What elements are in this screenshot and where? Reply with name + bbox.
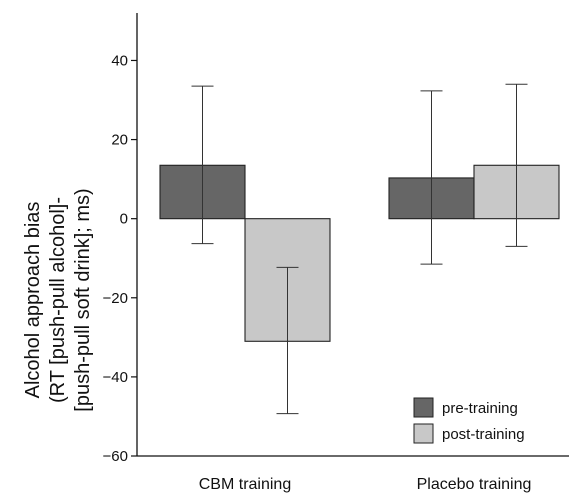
axes: −60 −40 −20 0 20 40 <box>103 13 569 465</box>
legend-swatch <box>413 397 434 418</box>
error-bar <box>276 266 299 415</box>
error-bars <box>191 83 528 415</box>
y-tick-label: 0 <box>120 211 128 228</box>
x-category-label: CBM training <box>199 476 291 493</box>
legend: pre-training post-training <box>413 397 525 444</box>
legend-swatch <box>413 423 434 444</box>
y-axis-title: Alcohol approach bias (RT [push-pull alc… <box>22 188 94 411</box>
y-tick-label: 20 <box>111 132 128 149</box>
y-tick-label: −60 <box>103 448 128 465</box>
y-axis-title-line-3: [push-pull soft drink]; ms) <box>72 188 94 411</box>
error-bar <box>191 85 214 245</box>
y-tick-label: 40 <box>111 52 128 69</box>
error-bar <box>505 83 528 247</box>
bars <box>159 164 560 342</box>
legend-label: pre-training <box>442 400 518 417</box>
legend-label: post-training <box>442 426 525 443</box>
x-category-label: Placebo training <box>417 476 532 493</box>
error-bar <box>420 90 443 265</box>
category-labels: CBM training Placebo training <box>199 476 532 493</box>
y-axis-title-line-1: Alcohol approach bias <box>22 202 44 399</box>
y-axis-title-line-2: (RT [push-pull alcohol]- <box>47 197 69 403</box>
y-tick-label: −40 <box>103 369 128 386</box>
y-tick-label: −20 <box>103 290 128 307</box>
